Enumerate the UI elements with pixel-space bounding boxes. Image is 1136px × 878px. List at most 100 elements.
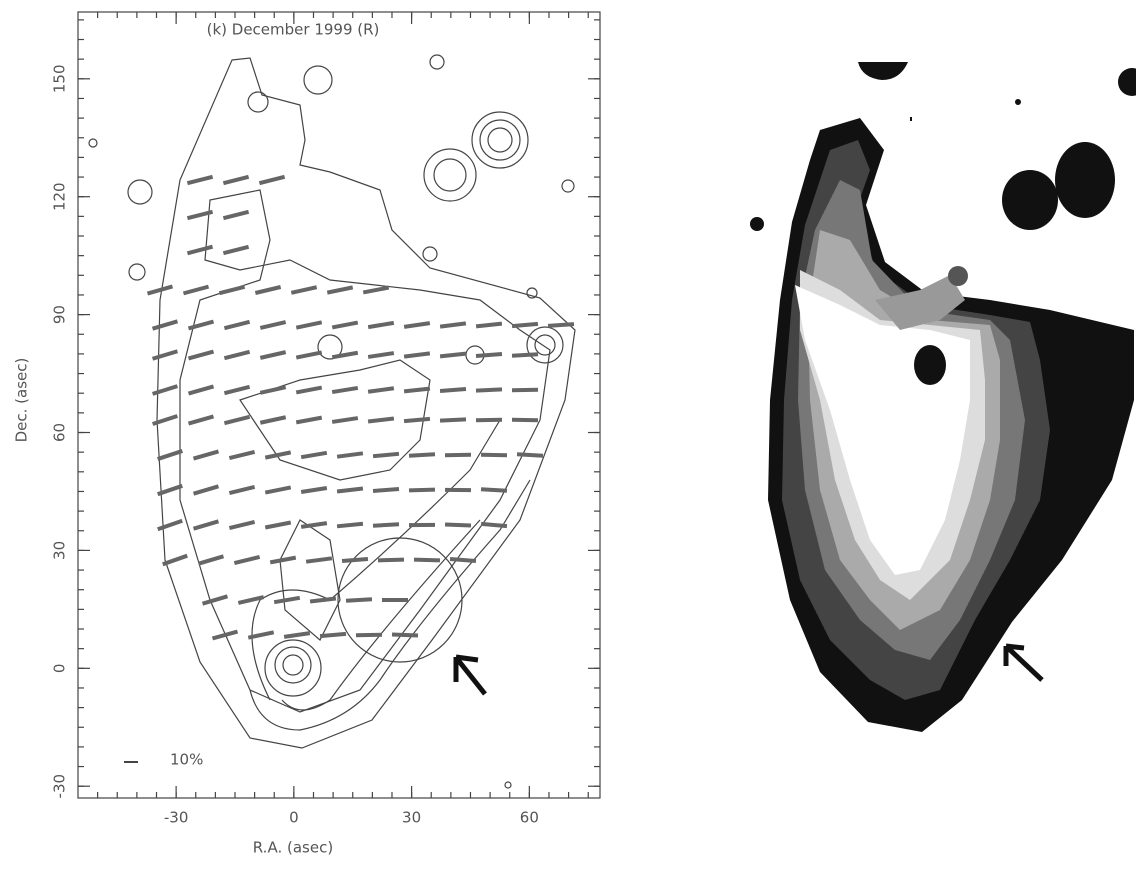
vector	[481, 524, 507, 526]
vector	[265, 522, 291, 527]
vector	[153, 416, 178, 424]
vector	[392, 634, 418, 635]
vector	[346, 599, 372, 600]
vector	[342, 559, 368, 561]
y-axis-label: Dec. (asec)	[13, 358, 31, 443]
vector	[187, 177, 212, 183]
vector	[512, 324, 538, 326]
vector	[409, 490, 435, 491]
vector	[199, 556, 224, 563]
vector	[158, 521, 183, 530]
vector	[296, 322, 321, 327]
vector	[255, 287, 280, 293]
vector	[296, 352, 321, 357]
x-tick-label: 0	[289, 809, 299, 827]
vector	[373, 489, 399, 491]
vector	[274, 598, 300, 602]
vector	[153, 386, 178, 394]
vector	[368, 418, 394, 421]
vector	[517, 454, 543, 456]
vector	[296, 418, 322, 423]
vector	[229, 522, 254, 528]
vector	[223, 212, 248, 218]
vector	[373, 454, 399, 456]
vector	[440, 419, 466, 420]
vector	[310, 599, 336, 602]
vector	[332, 388, 358, 392]
vector	[189, 416, 214, 423]
vector	[194, 486, 219, 493]
vector	[476, 354, 502, 356]
vector	[270, 558, 296, 563]
vector	[404, 419, 430, 421]
vector	[409, 454, 435, 455]
vector	[223, 177, 248, 183]
vector	[476, 324, 502, 327]
vector	[194, 521, 219, 528]
vector	[337, 524, 363, 527]
vector	[445, 524, 471, 525]
vector	[440, 354, 466, 357]
vector	[327, 287, 352, 292]
vector	[356, 635, 382, 636]
y-tick-label: 0	[51, 664, 69, 674]
vector	[224, 417, 249, 423]
vector	[224, 387, 249, 393]
vector	[512, 354, 538, 355]
vector	[440, 323, 466, 326]
vector	[203, 596, 228, 603]
vector	[260, 387, 285, 393]
x-tick-label: 60	[520, 809, 539, 827]
vector	[188, 352, 213, 359]
vector	[306, 558, 332, 561]
vector	[188, 386, 213, 393]
greyscale-map	[750, 62, 1136, 732]
vector	[265, 487, 290, 492]
vector	[476, 389, 502, 390]
vector	[378, 560, 404, 561]
vector	[219, 287, 244, 293]
vector	[229, 452, 254, 458]
vector	[291, 287, 316, 293]
vector	[265, 452, 290, 457]
y-tick-label: -30	[51, 774, 69, 799]
vector	[481, 489, 507, 490]
chart-title: (k) December 1999 (R)	[207, 21, 380, 39]
vector	[153, 321, 178, 328]
vector	[548, 324, 574, 326]
vector	[224, 322, 249, 328]
vector	[234, 557, 259, 563]
vector	[414, 560, 440, 561]
vector	[163, 556, 188, 565]
x-axis-label: R.A. (asec)	[253, 839, 333, 857]
plot-frame	[78, 12, 600, 798]
vector	[301, 453, 327, 457]
vector	[259, 177, 284, 183]
vector	[296, 388, 322, 393]
vector	[337, 489, 363, 492]
vector	[320, 634, 346, 636]
vector	[404, 323, 430, 327]
vector	[158, 451, 183, 459]
page: (k) December 1999 (R) R.A. (asec) Dec. (…	[0, 0, 1136, 878]
vector	[301, 488, 327, 492]
vector	[188, 322, 213, 329]
vector	[368, 388, 394, 391]
vector	[332, 323, 358, 328]
scale-annotation: 10%	[170, 751, 203, 769]
y-tick-label: 30	[51, 541, 69, 560]
y-tick-label: 60	[51, 423, 69, 442]
vector	[368, 353, 394, 357]
vector	[187, 247, 212, 254]
vector	[238, 597, 263, 603]
vector	[147, 286, 172, 293]
vector	[223, 247, 248, 253]
y-tick-label: 120	[51, 182, 69, 211]
vector	[194, 451, 219, 458]
polarization-vectors	[147, 177, 573, 639]
figure: (k) December 1999 (R) R.A. (asec) Dec. (…	[0, 0, 1136, 878]
vector	[260, 322, 285, 328]
vector	[363, 288, 389, 293]
x-tick-label: 30	[402, 809, 421, 827]
vector	[337, 453, 363, 456]
